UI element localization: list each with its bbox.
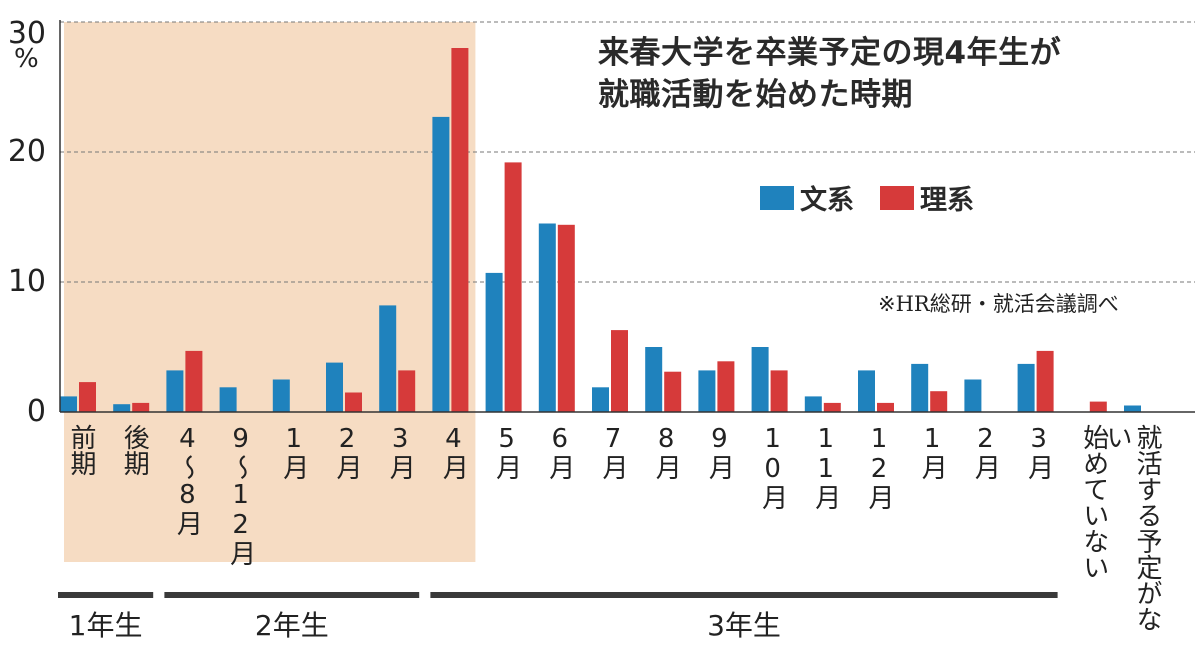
bar-rikei-7 bbox=[451, 48, 469, 412]
bar-rikei-2 bbox=[185, 350, 203, 412]
bar-bunkei-3 bbox=[219, 387, 237, 412]
bar-bunkei-8 bbox=[485, 272, 503, 412]
legend-swatch-bunkei bbox=[760, 185, 794, 210]
bar-bunkei-11 bbox=[645, 347, 663, 412]
x-tick-label-4: 1月 bbox=[278, 424, 309, 480]
bar-rikei-8 bbox=[504, 162, 522, 412]
bar-rikei-18 bbox=[1036, 350, 1054, 412]
bar-rikei-15 bbox=[877, 402, 894, 412]
x-tick-label-10: 7月 bbox=[598, 424, 628, 480]
group-label-1: 2年生 bbox=[254, 609, 329, 642]
x-tick-label-16: 1月 bbox=[917, 424, 948, 480]
bar-bunkei-9 bbox=[538, 223, 556, 412]
bar-rikei-1 bbox=[132, 402, 150, 412]
x-tick-label-20: 就活する予定がない bbox=[1102, 424, 1162, 632]
bar-rikei-9 bbox=[557, 224, 575, 412]
chart-title-line2: 就職活動を始めた時期 bbox=[598, 77, 913, 113]
bar-rikei-0 bbox=[79, 382, 96, 412]
bar-bunkei-4 bbox=[272, 379, 290, 412]
x-tick-label-11: 8月 bbox=[651, 424, 682, 480]
legend-item-rikei: 理系 bbox=[880, 178, 974, 217]
bar-bunkei-7 bbox=[432, 116, 450, 413]
bar-bunkei-17 bbox=[964, 379, 982, 412]
x-tick-label-6: 3月 bbox=[385, 424, 416, 480]
legend-label-bunkei: 文系 bbox=[800, 185, 854, 216]
y-axis-unit: % bbox=[14, 44, 39, 74]
x-tick-label-3: 9〜12月 bbox=[225, 424, 256, 566]
group-bracket-2 bbox=[430, 592, 1058, 598]
bar-bunkei-0 bbox=[60, 396, 77, 412]
bar-bunkei-12 bbox=[698, 370, 716, 412]
bar-rikei-12 bbox=[717, 361, 735, 412]
x-tick-label-2: 4〜8月 bbox=[172, 424, 203, 536]
bar-bunkei-16 bbox=[911, 363, 929, 412]
bar-bunkei-5 bbox=[326, 362, 343, 412]
group-bracket-0 bbox=[58, 592, 154, 598]
bar-rikei-16 bbox=[930, 391, 948, 412]
bar-bunkei-18 bbox=[1017, 363, 1035, 412]
legend-item-bunkei: 文系 bbox=[760, 178, 854, 217]
x-tick-label-12: 9月 bbox=[704, 424, 735, 480]
group-label-0: 1年生 bbox=[68, 609, 143, 642]
x-tick-label-5: 2月 bbox=[332, 424, 362, 480]
x-tick-label-13: 10月 bbox=[757, 424, 788, 510]
x-tick-label-1: 後期 bbox=[119, 424, 150, 476]
bar-bunkei-10 bbox=[592, 387, 609, 412]
bar-rikei-5 bbox=[345, 392, 362, 412]
bar-bunkei-2 bbox=[166, 370, 184, 412]
chart-title-line1: 来春大学を卒業予定の現4年生が bbox=[598, 35, 1062, 71]
x-tick-label-17: 2月 bbox=[970, 424, 1001, 480]
bar-rikei-11 bbox=[664, 371, 682, 412]
x-tick-label-15: 12月 bbox=[864, 424, 894, 510]
legend-swatch-rikei bbox=[880, 185, 914, 210]
chart-title: 来春大学を卒業予定の現4年生が 就職活動を始めた時期 bbox=[598, 32, 1061, 116]
highlight-band bbox=[64, 22, 476, 562]
x-tick-label-7: 4月 bbox=[438, 424, 469, 480]
bar-bunkei-13 bbox=[751, 347, 769, 412]
y-tick-label-30: 30 bbox=[7, 16, 46, 51]
group-label-2: 3年生 bbox=[707, 609, 781, 642]
bar-rikei-19 bbox=[1089, 401, 1107, 412]
x-tick-label-8: 5月 bbox=[491, 424, 522, 480]
bar-bunkei-14 bbox=[804, 396, 822, 412]
x-tick-label-14: 11月 bbox=[810, 424, 841, 510]
bar-rikei-13 bbox=[770, 370, 788, 412]
legend: 文系 理系 bbox=[760, 178, 1000, 217]
x-tick-label-0: 前期 bbox=[66, 424, 96, 476]
source-note: ※HR総研・就活会議調べ bbox=[878, 292, 1119, 316]
group-bracket-1 bbox=[164, 592, 420, 598]
x-tick-label-19: 始めていない bbox=[1078, 424, 1109, 580]
bar-rikei-14 bbox=[823, 402, 841, 412]
legend-label-rikei: 理系 bbox=[920, 185, 974, 216]
x-tick-label-18: 3月 bbox=[1023, 424, 1054, 480]
y-tick-label-20: 20 bbox=[7, 134, 46, 169]
bar-bunkei-20 bbox=[1124, 405, 1141, 412]
y-tick-label-10: 10 bbox=[7, 264, 46, 299]
bar-bunkei-15 bbox=[858, 370, 875, 412]
y-tick-label-0: 0 bbox=[26, 394, 46, 429]
x-tick-label-9: 6月 bbox=[544, 424, 575, 480]
bar-bunkei-1 bbox=[113, 404, 131, 412]
bar-rikei-6 bbox=[398, 370, 416, 412]
bar-bunkei-6 bbox=[379, 305, 397, 412]
bar-rikei-10 bbox=[611, 330, 628, 412]
